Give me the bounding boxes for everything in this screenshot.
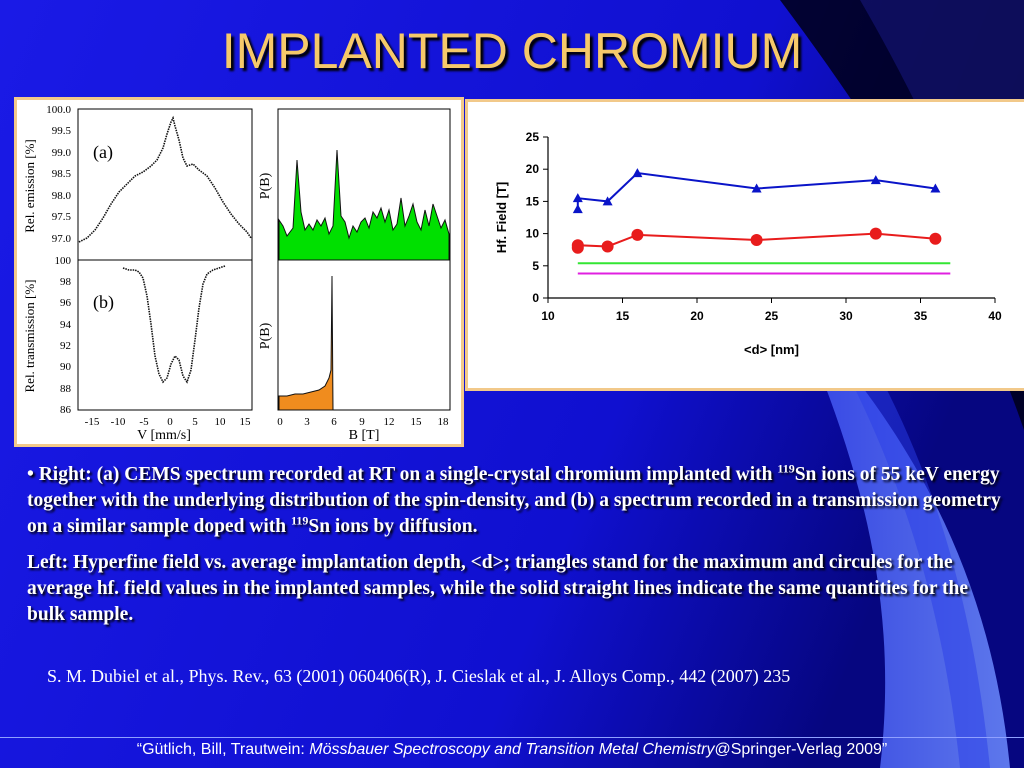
pb-b-distribution [278, 275, 334, 411]
xlabel-b: B [T] [349, 428, 380, 443]
xtick-v: 0 [167, 416, 173, 428]
pb-label-b: P(B) [258, 322, 273, 349]
panel-tag-a: (a) [93, 142, 113, 163]
data-point-triangle [751, 183, 762, 193]
y-tick-label: 5 [532, 259, 539, 273]
mossbauer-figure: 100.0 99.5 99.0 98.5 98.0 97.5 97.0 100 … [22, 104, 451, 443]
xtick-v: -10 [111, 416, 126, 428]
footer-credit: “Gütlich, Bill, Trautwein: Mössbauer Spe… [0, 741, 1024, 759]
footer-part2: @Springer-Verlag 2009” [714, 741, 888, 758]
ytick-b: 88 [60, 383, 72, 395]
xtick-b: 0 [277, 416, 283, 428]
pb-label-a: P(B) [258, 172, 273, 199]
ytick-a: 99.0 [52, 147, 72, 159]
x-axis-label: <d> [nm] [744, 342, 799, 357]
x-tick-label: 15 [616, 309, 630, 323]
ytick-b: 96 [60, 297, 72, 309]
data-point-circle [929, 232, 942, 245]
x-tick-label: 25 [765, 309, 779, 323]
spectrum-b-frame [77, 259, 253, 411]
footer-book-title: Mössbauer Spectroscopy and Transition Me… [309, 741, 715, 758]
y-axis-label: Hf. Field [T] [494, 182, 509, 254]
ytick-b: 94 [60, 319, 72, 331]
x-tick-label: 10 [541, 309, 555, 323]
x-tick-label: 30 [839, 309, 853, 323]
pb-a-distribution [278, 149, 450, 261]
xtick-b: 6 [331, 416, 337, 428]
ylabel-a: Rel. emission [%] [22, 139, 37, 233]
y-tick-label: 10 [526, 227, 540, 241]
citation: S. M. Dubiel et al., Phys. Rev., 63 (200… [47, 666, 791, 686]
footer-divider [0, 737, 1024, 738]
spectrum-a-curve [78, 115, 252, 243]
data-point-circle [631, 228, 644, 241]
data-point-triangle [930, 183, 941, 193]
x-tick-label: 35 [914, 309, 928, 323]
xtick-v: -15 [85, 416, 100, 428]
ytick-b: 92 [60, 340, 71, 352]
ytick-a: 97.5 [52, 211, 72, 223]
xtick-b: 18 [438, 416, 450, 428]
y-tick-label: 15 [526, 194, 540, 208]
data-point-triangle [602, 196, 613, 206]
spectrum-a-frame [77, 108, 253, 261]
description-right: • Right: (a) CEMS spectrum recorded at R… [27, 462, 1002, 540]
slide-title: IMPLANTED CHROMIUM [221, 23, 803, 79]
ytick-a: 98.5 [52, 168, 72, 180]
data-point-circle [601, 240, 614, 253]
ytick-b: 98 [60, 276, 72, 288]
spectrum-b-curve [122, 265, 226, 384]
xtick-v: 10 [215, 416, 227, 428]
text-p1a: • Right: (a) CEMS spectrum recorded at R… [27, 464, 778, 485]
y-tick-label: 0 [532, 291, 539, 305]
data-point-circle [750, 234, 763, 247]
x-tick-label: 20 [690, 309, 704, 323]
pb-b-frame [277, 259, 451, 411]
isotope-sup: 119 [777, 461, 795, 476]
data-point-triangle [572, 193, 583, 203]
ytick-a: 99.5 [52, 125, 72, 137]
xtick-b: 15 [411, 416, 423, 428]
xtick-b: 3 [304, 416, 310, 428]
mossbauer-figure-panel: 100.0 99.5 99.0 98.5 98.0 97.5 97.0 100 … [14, 97, 464, 447]
chart-background [476, 110, 1015, 380]
y-tick-label: 20 [526, 162, 540, 176]
xtick-b: 12 [384, 416, 395, 428]
description-left: Left: Hyperfine field vs. average implan… [27, 552, 969, 625]
xtick-v: 15 [240, 416, 252, 428]
ytick-a: 97.0 [52, 233, 72, 245]
text-p1c: Sn ions by diffusion. [308, 516, 478, 537]
y-tick-label: 25 [526, 130, 540, 144]
ytick-a: 98.0 [52, 190, 72, 202]
xtick-b: 9 [359, 416, 365, 428]
hf-field-chart: 0 5 10 15 20 25 10 15 20 25 30 35 40 <d> [nm] Hf. Fi… [476, 110, 1015, 380]
data-point-triangle [572, 204, 583, 214]
panel-tag-b: (b) [93, 292, 114, 313]
hf-chart-panel: 0 5 10 15 20 25 10 15 20 25 30 35 40 <d> [nm] Hf. Fi… [476, 110, 1015, 380]
footer-part1: “Gütlich, Bill, Trautwein: [136, 741, 310, 758]
data-point-triangle [870, 175, 881, 185]
data-point-circle [571, 239, 584, 252]
xtick-v: 5 [192, 416, 198, 428]
isotope-sup: 119 [291, 513, 309, 528]
ytick-b: 86 [60, 404, 72, 416]
description-text: • Right: (a) CEMS spectrum recorded at R… [27, 462, 1002, 638]
data-point-circle [869, 227, 882, 240]
ytick-b: 90 [60, 361, 72, 373]
xtick-v: -5 [139, 416, 149, 428]
ylabel-b: Rel. transmission [%] [22, 279, 37, 392]
ytick-a: 100.0 [46, 104, 71, 116]
data-point-triangle [632, 168, 643, 178]
x-tick-label: 40 [988, 309, 1002, 323]
text-p1b: Sn ions of 55 keV energy together with t… [27, 464, 1001, 537]
xlabel-v: V [mm/s] [137, 428, 191, 443]
ytick-b: 100 [55, 255, 72, 267]
